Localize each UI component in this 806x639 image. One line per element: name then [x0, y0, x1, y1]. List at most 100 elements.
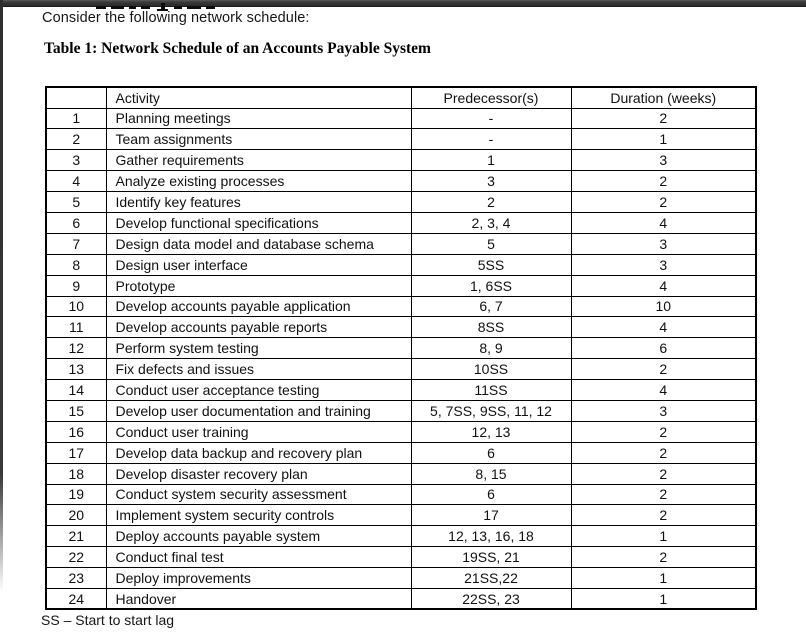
cell-num: 4 — [45, 170, 107, 193]
cell-predecessor: 8, 15 — [410, 462, 572, 485]
cell-duration: 4 — [570, 316, 757, 339]
cell-num: 5 — [45, 191, 107, 213]
cell-duration: 1 — [570, 128, 757, 151]
table-row: 21 Deploy accounts payable system 12, 13, … — [45, 525, 757, 548]
table-title: Table 1: Network Schedule of an Accounts… — [44, 40, 431, 57]
cell-activity: Perform system testing — [105, 337, 412, 360]
cell-duration: 3 — [570, 399, 757, 422]
table-row: 5 Identify key features 2 2 — [45, 191, 757, 213]
table-row: 11 Develop accounts payable reports 8SS 4 — [45, 316, 757, 339]
schedule-table-body: 1 Planning meetings -2 2 Team assignments -1 3… — [45, 107, 757, 610]
cell-num: 20 — [45, 504, 107, 527]
table-row: 16 Conduct user training 12, 13 2 — [45, 420, 757, 443]
cell-num: 1 — [45, 107, 107, 130]
table-row: 20 Implement system security controls 17 2 — [45, 504, 757, 527]
table-row: 17 Develop data backup and recovery plan 6… — [45, 441, 757, 464]
cell-predecessor: 12, 13 — [410, 420, 572, 443]
cell-activity: Develop accounts payable application — [105, 295, 412, 318]
table-row: 3 Gather requirements 1 3 — [45, 149, 757, 172]
cell-duration: 4 — [570, 274, 757, 297]
cell-num: 15 — [45, 399, 107, 422]
table-row: 1 Planning meetings -2 — [45, 107, 757, 130]
cell-num: 21 — [45, 525, 107, 548]
cell-activity: Prototype — [105, 274, 412, 297]
cell-predecessor: 5 — [410, 232, 572, 255]
cell-activity: Deploy improvements — [105, 567, 412, 589]
cell-duration: 6 — [570, 337, 757, 360]
cell-num: 3 — [45, 149, 107, 172]
cell-predecessor: 1 — [410, 149, 572, 172]
cell-duration: 10 — [570, 295, 757, 318]
table-row: 6 Develop functional specifications 2, 3, … — [45, 211, 757, 234]
cell-duration: 2 — [570, 191, 757, 213]
cell-num: 13 — [45, 358, 107, 381]
cell-duration: 1 — [570, 587, 757, 610]
cell-duration: 3 — [570, 149, 757, 172]
table-row: 22 Conduct final test 19SS, 21 2 — [45, 546, 757, 569]
cell-predecessor: 2 — [410, 191, 572, 213]
cell-predecessor: 5, 7SS, 9SS, 11, 12 — [410, 399, 572, 422]
cell-num: 11 — [45, 316, 107, 339]
table-row: 10 Develop accounts payable application 6,… — [45, 295, 757, 318]
cell-activity: Implement system security controls — [105, 504, 412, 527]
cell-duration: 2 — [570, 546, 757, 569]
scan-edge-left — [0, 0, 3, 592]
cell-predecessor: 19SS, 21 — [410, 546, 572, 569]
cell-activity: Design data model and database schema — [105, 232, 412, 255]
cell-duration: 2 — [570, 441, 757, 464]
cell-predecessor: 2, 3, 4 — [410, 211, 572, 234]
cell-activity: Handover — [105, 587, 412, 610]
cell-num: 17 — [45, 441, 107, 464]
cell-duration: 2 — [570, 358, 757, 381]
header-cell-num — [45, 86, 107, 109]
cell-num: 14 — [45, 379, 107, 401]
cell-num: 7 — [45, 232, 107, 255]
cell-duration: 4 — [570, 379, 757, 401]
cell-predecessor: 8SS — [410, 316, 572, 339]
cell-predecessor: 3 — [410, 170, 572, 193]
cell-activity: Conduct user acceptance testing — [105, 379, 412, 401]
cell-duration: 2 — [570, 462, 757, 485]
footnote-ss-lag: SS – Start to start lag — [41, 612, 175, 628]
table-row: 18 Develop disaster recovery plan 8, 15 2 — [45, 462, 757, 485]
table-header: Activity Predecessor(s) Duration (weeks) — [45, 86, 757, 109]
cell-num: 24 — [45, 587, 107, 610]
cell-activity: Team assignments — [105, 128, 412, 151]
cell-predecessor: 6, 7 — [410, 295, 572, 318]
cell-activity: Develop user documentation and training — [105, 399, 412, 422]
cell-num: 16 — [45, 420, 107, 443]
cell-predecessor: 6 — [410, 441, 572, 464]
table-row: 4 Analyze existing processes 3 2 — [45, 170, 757, 193]
cell-num: 18 — [45, 462, 107, 485]
cell-duration: 3 — [570, 232, 757, 255]
cell-activity: Develop accounts payable reports — [105, 316, 412, 339]
cell-activity: Conduct system security assessment — [105, 483, 412, 506]
header-row: Activity Predecessor(s) Duration (weeks) — [45, 86, 757, 109]
cell-predecessor: 6 — [410, 483, 572, 506]
cell-activity: Develop disaster recovery plan — [105, 462, 412, 485]
cell-predecessor: 11SS — [410, 379, 572, 401]
table-row: 24 Handover 22SS, 23 1 — [45, 587, 757, 610]
table-row: 9 Prototype 1, 6SS 4 — [45, 274, 757, 297]
cell-activity: Develop functional specifications — [105, 211, 412, 234]
cell-num: 12 — [45, 337, 107, 360]
cell-duration: 2 — [570, 483, 757, 506]
cell-predecessor: - — [410, 107, 572, 130]
cell-predecessor: - — [410, 128, 572, 151]
cell-activity: Gather requirements — [105, 149, 412, 172]
cell-duration: 2 — [570, 107, 757, 130]
cell-predecessor: 10SS — [410, 358, 572, 381]
table-row: 7 Design data model and database schema 5 3 — [45, 232, 757, 255]
cell-predecessor: 5SS — [410, 253, 572, 276]
cell-predecessor: 22SS, 23 — [410, 587, 572, 610]
cell-activity: Fix defects and issues — [105, 358, 412, 381]
cell-predecessor: 12, 13, 16, 18 — [410, 525, 572, 548]
table-row: 2 Team assignments -1 — [45, 128, 757, 151]
table-row: 13 Fix defects and issues 10SS 2 — [45, 358, 757, 381]
cell-duration: 1 — [570, 525, 757, 548]
cell-activity: Identify key features — [105, 191, 412, 213]
header-cell-activity: Activity — [105, 86, 412, 109]
cell-predecessor: 21SS,22 — [410, 567, 572, 589]
cell-duration: 2 — [570, 170, 757, 193]
